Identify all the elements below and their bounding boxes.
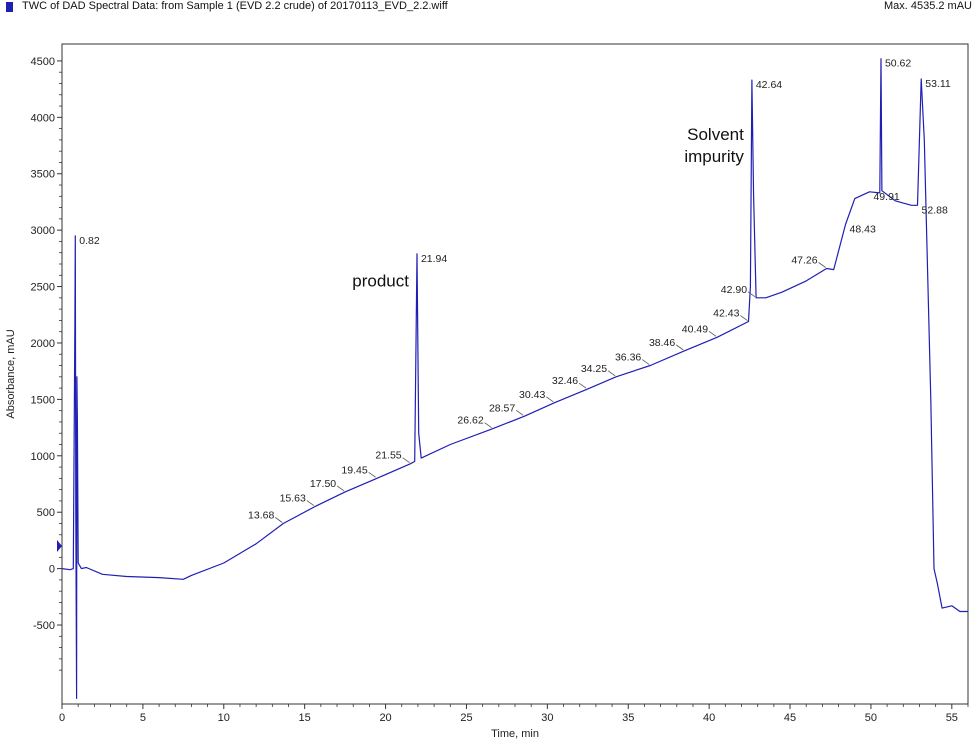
trace-layer: [61, 58, 968, 699]
x-tick-label: 25: [460, 712, 472, 724]
peak-label: 19.45: [341, 464, 367, 476]
peak-leader: [402, 457, 410, 464]
peak-label: 42.90: [721, 284, 747, 296]
peak-leader: [484, 422, 492, 429]
peak-label: 48.43: [850, 224, 876, 236]
peak-label: 32.46: [552, 375, 578, 387]
y-tick-label: 1500: [31, 394, 55, 406]
peak-label: 42.43: [713, 308, 739, 320]
plot-frame: [61, 43, 969, 705]
peak-leader: [368, 472, 376, 478]
x-tick-label: 35: [622, 712, 634, 724]
y-tick-label: 500: [37, 507, 55, 519]
peak-label: 28.57: [489, 402, 515, 414]
legend-swatch-icon: [6, 2, 13, 12]
x-tick-label: 10: [218, 712, 230, 724]
annotation-text: impurity: [684, 147, 744, 166]
title-bar: TWC of DAD Spectral Data: from Sample 1 …: [0, 0, 978, 16]
peak-label: 49.91: [873, 191, 899, 203]
peak-label: 13.68: [248, 509, 274, 521]
peak-leader: [546, 396, 554, 403]
peak-label: 52.88: [922, 204, 948, 216]
annotation-text: Solvent: [687, 125, 744, 144]
x-axis-title: Time, min: [491, 728, 539, 740]
peak-label: 26.62: [457, 415, 483, 427]
peak-label: 15.63: [280, 493, 306, 505]
peak-leader: [607, 370, 616, 377]
y-tick-label: 2500: [31, 282, 55, 294]
x-tick-label: 20: [379, 712, 391, 724]
peak-label: 34.25: [581, 363, 607, 375]
peak-label: 40.49: [682, 323, 708, 335]
peak-leader: [306, 500, 315, 506]
x-tick-label: 30: [541, 712, 553, 724]
peak-leader: [336, 485, 345, 492]
peak-leader: [747, 291, 756, 298]
peak-leader: [708, 331, 717, 337]
peak-label: 47.26: [791, 255, 817, 267]
max-intensity-label: Max. 4535.2 mAU: [883, 0, 972, 12]
peak-label: 38.46: [649, 337, 675, 349]
peak-label: 36.36: [615, 352, 641, 364]
y-tick-label: 1000: [31, 451, 55, 463]
y-tick-label: 3500: [31, 169, 55, 181]
baseline-marker-icon: [57, 540, 62, 553]
annotations: product Solvent impurity: [352, 125, 744, 291]
axes: 0 5 10 15 20 25 30 35 40 45 50 55 -500 0 500 1000 1500 20…: [5, 43, 969, 740]
x-tick-label: 45: [784, 712, 796, 724]
chromatogram-trace: [61, 58, 968, 699]
x-tick-label: 0: [59, 712, 65, 724]
annotation-text: product: [352, 272, 409, 291]
peak-leader: [578, 382, 587, 389]
peak-label: 21.55: [375, 450, 401, 462]
peak-labels: 0.82 13.68 15.63 17.50 19.45 21.55 21.94 26.62 2…: [79, 58, 951, 523]
peak-label: 17.50: [310, 478, 336, 490]
x-tick-label: 40: [703, 712, 715, 724]
peak-label: 21.94: [421, 253, 447, 265]
x-tick-label: 15: [299, 712, 311, 724]
peak-label: 53.11: [925, 78, 951, 90]
peak-leader: [642, 359, 650, 365]
y-tick-label: 4500: [31, 56, 55, 68]
y-tick-label: 3000: [31, 225, 55, 237]
peak-leader: [818, 262, 826, 268]
x-tick-label: 55: [946, 712, 958, 724]
y-axis-title: Absorbance, mAU: [5, 329, 17, 418]
peak-label: 42.64: [756, 79, 782, 91]
y-tick-label: -500: [33, 620, 55, 632]
y-tick-label: 0: [49, 564, 55, 576]
x-tick-label: 5: [140, 712, 146, 724]
y-tick-label: 2000: [31, 338, 55, 350]
peak-leader: [740, 315, 748, 321]
peak-leader: [515, 409, 524, 416]
peak-label: 0.82: [79, 235, 100, 247]
chart-title: TWC of DAD Spectral Data: from Sample 1 …: [22, 0, 448, 12]
x-tick-label: 50: [865, 712, 877, 724]
peak-label: 50.62: [885, 58, 911, 70]
peak-leader: [675, 344, 684, 351]
peak-leader: [275, 517, 283, 523]
peak-label: 30.43: [519, 389, 545, 401]
y-tick-label: 4000: [31, 112, 55, 124]
